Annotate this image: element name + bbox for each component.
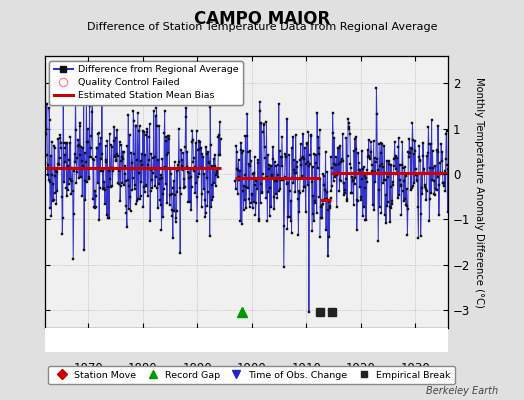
Text: Difference of Station Temperature Data from Regional Average: Difference of Station Temperature Data f… (87, 22, 437, 32)
Text: CAMPO MAIOR: CAMPO MAIOR (194, 10, 330, 28)
Legend: Difference from Regional Average, Quality Control Failed, Estimated Station Mean: Difference from Regional Average, Qualit… (49, 61, 243, 105)
Text: Berkeley Earth: Berkeley Earth (425, 386, 498, 396)
Y-axis label: Monthly Temperature Anomaly Difference (°C): Monthly Temperature Anomaly Difference (… (474, 76, 484, 308)
Legend: Station Move, Record Gap, Time of Obs. Change, Empirical Break: Station Move, Record Gap, Time of Obs. C… (48, 366, 455, 384)
